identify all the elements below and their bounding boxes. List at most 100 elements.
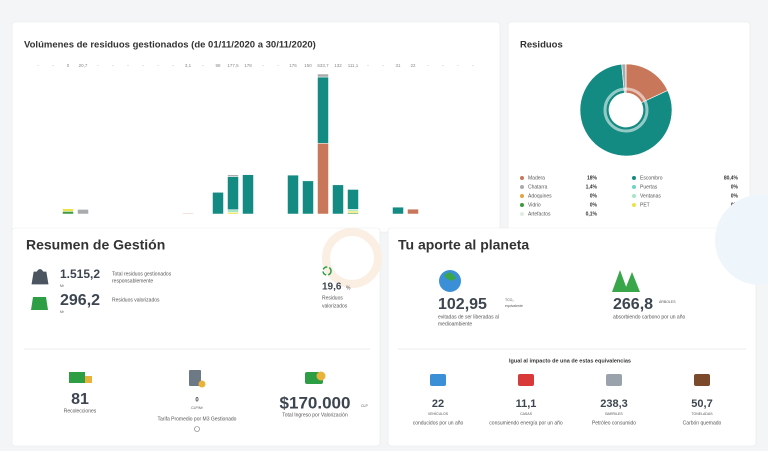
recycle-icon <box>322 266 332 276</box>
legend-value: 0% <box>731 193 739 199</box>
legend-marker <box>520 203 524 207</box>
desc: Residuos <box>322 295 343 301</box>
legend-label: Ventanas <box>640 193 661 199</box>
legend-label: Puertas <box>640 184 658 190</box>
unit: TCO₂ <box>505 298 514 302</box>
bar-segment <box>347 189 359 210</box>
legend-value: 80,4% <box>724 175 739 181</box>
unit: M³ <box>60 310 65 314</box>
total-label: - <box>52 63 54 68</box>
bar-segment <box>227 209 239 213</box>
pie-ring <box>603 87 649 133</box>
equivalence-icon <box>606 374 622 386</box>
legend-marker <box>632 194 636 198</box>
total-label: 22 <box>410 63 416 68</box>
bar-segment <box>77 209 89 215</box>
legend-value: 18% <box>587 175 598 181</box>
value: 19,6 <box>322 282 342 293</box>
total-label: 150 <box>304 63 312 68</box>
unit: CLP/M³ <box>191 406 204 410</box>
total-label: - <box>172 63 174 68</box>
pie-slice <box>579 63 673 157</box>
legend-label: Chatarra <box>528 184 548 190</box>
value: 296,2 <box>60 292 100 309</box>
value: 22 <box>432 398 444 410</box>
legend-value: 0,1% <box>586 211 598 217</box>
total-label: 20,7 <box>79 63 88 68</box>
legend-value: 1,4% <box>586 184 598 190</box>
unit: BARRILES <box>605 412 623 416</box>
total-label: 132 <box>334 63 342 68</box>
legend-marker <box>632 203 636 207</box>
bar-segment <box>407 208 419 215</box>
bar-segment <box>317 73 329 78</box>
calculator-icon <box>198 380 206 388</box>
total-label: - <box>472 63 474 68</box>
total-label: - <box>382 63 384 68</box>
unit: equivalente <box>505 304 523 308</box>
truck-icon <box>85 376 92 383</box>
section-title: Resumen de Gestión <box>26 237 165 253</box>
bar-segment <box>62 211 74 215</box>
legend-marker <box>520 176 524 180</box>
value: 11,1 <box>516 398 537 410</box>
resumen-card <box>11 227 381 447</box>
legend-value: 0% <box>590 193 598 199</box>
value: 1.515,2 <box>60 267 100 281</box>
total-label: - <box>142 63 144 68</box>
total-label: 31 <box>395 63 401 68</box>
bar-segment <box>317 143 329 215</box>
total-label: - <box>367 63 369 68</box>
value: 50,7 <box>691 398 712 410</box>
legend-marker <box>632 185 636 189</box>
total-label: - <box>427 63 429 68</box>
chart-title: Volúmenes de residuos gestionados (de 01… <box>24 40 316 51</box>
legend-marker <box>520 212 524 216</box>
bar-segment <box>212 192 224 215</box>
total-label: - <box>157 63 159 68</box>
desc: consumiendo energía por un año <box>489 420 563 426</box>
subtitle: Igual al impacto de una de estas equival… <box>509 358 631 364</box>
truck-icon <box>69 372 85 383</box>
desc: Recolecciones <box>64 408 97 414</box>
desc: evitadas de ser liberadas al <box>438 314 499 320</box>
desc: Total Ingreso por Valorización <box>282 412 348 418</box>
legend-label: PET <box>640 202 650 208</box>
bar-segment <box>227 174 239 177</box>
section-title: Tu aporte al planeta <box>398 237 529 253</box>
planeta-card <box>387 227 757 447</box>
total-label: - <box>277 63 279 68</box>
pie-chart: Madera 18% Escombro 80,4% Chatarra 1,4% Puerta… <box>520 63 739 217</box>
equivalence-icon <box>518 374 534 386</box>
bar-segment <box>227 176 239 210</box>
legend-label: Vidrio <box>528 202 541 208</box>
equivalence-icon <box>430 374 446 386</box>
trees-icon <box>612 270 640 292</box>
info-icon[interactable] <box>194 426 200 432</box>
desc: Petróleo consumido <box>592 420 636 426</box>
legend-label: Madera <box>528 175 545 181</box>
bar-segment <box>287 174 299 215</box>
desc: medioambiente <box>438 321 472 327</box>
total-label: 111,1 <box>348 63 359 68</box>
total-label: 98 <box>215 63 221 68</box>
bag-icon <box>31 269 49 285</box>
bar-segment <box>182 213 194 215</box>
total-label: - <box>457 63 459 68</box>
value: 81 <box>71 391 89 408</box>
bar-segment <box>332 184 344 215</box>
legend-label: Escombro <box>640 175 663 181</box>
decor-globe <box>715 195 768 285</box>
legend-marker <box>632 176 636 180</box>
total-label: - <box>442 63 444 68</box>
value: $170.000 <box>280 393 351 412</box>
bar-segment <box>242 174 254 215</box>
desc: Tarifa Promedio por M3 Gestionado <box>158 416 237 422</box>
unit: M³ <box>60 284 65 288</box>
bar-chart: - - 0 20,7 - - - - - - 3,1 - 98 177,5 178 - - 176 150 633,7… <box>37 63 474 215</box>
chart-title: Residuos <box>520 40 563 51</box>
bar-segment <box>347 210 359 214</box>
total-label: 633,7 <box>317 63 329 68</box>
